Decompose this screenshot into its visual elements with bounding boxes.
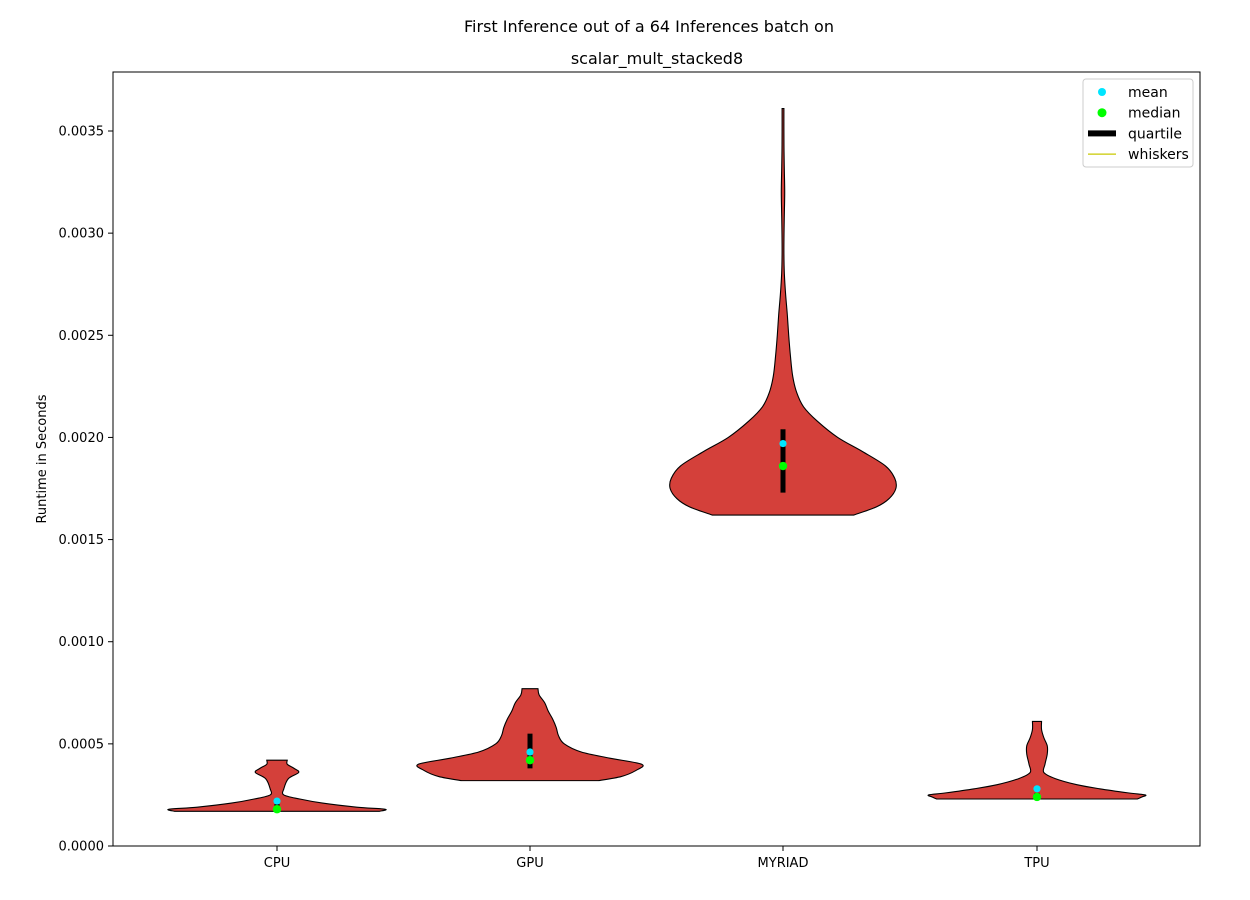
- mean-point-cpu: [273, 797, 281, 805]
- x-tick-label: CPU: [264, 856, 290, 871]
- legend-mean-label: mean: [1128, 85, 1168, 101]
- violin-tpu: [927, 720, 1147, 800]
- y-tick-label: 0.0005: [59, 737, 105, 752]
- median-point-gpu: [525, 756, 535, 765]
- legend-quartile-label: quartile: [1128, 126, 1182, 142]
- x-tick-label: MYRIAD: [758, 856, 809, 871]
- stats-layer: [272, 429, 1042, 814]
- legend-whiskers-label: whiskers: [1128, 147, 1189, 163]
- y-axis-label: Runtime in Seconds: [35, 394, 50, 523]
- violin-cpu: [167, 759, 387, 812]
- median-point-myriad: [778, 461, 788, 471]
- violins-layer: [167, 107, 1147, 812]
- legend: mean median quartile whiskers: [1082, 78, 1194, 168]
- legend-median-swatch: [1097, 108, 1107, 118]
- median-point-tpu: [1032, 792, 1042, 802]
- mean-point-tpu: [1033, 785, 1041, 793]
- legend-mean-swatch: [1098, 88, 1106, 96]
- y-axis: 0.0000 0.0005 0.0010 0.0015 0.0020 0.0025 0.00…: [59, 125, 113, 855]
- violin-myriad: [669, 107, 897, 516]
- y-tick-label: 0.0025: [59, 329, 105, 344]
- chart-title-line1: First Inference out of a 64 Inferences b…: [464, 17, 834, 36]
- legend-quartile-swatch: [1088, 130, 1116, 137]
- y-tick-label: 0.0035: [59, 125, 105, 140]
- mean-point-myriad: [779, 439, 787, 448]
- median-point-cpu: [272, 805, 282, 814]
- y-tick-label: 0.0020: [59, 431, 105, 446]
- y-tick-label: 0.0030: [59, 227, 105, 242]
- plot-frame: [112, 71, 1201, 847]
- mean-point-gpu: [526, 748, 534, 756]
- chart-title-line2: scalar_mult_stacked8: [571, 49, 743, 69]
- y-tick-label: 0.0010: [59, 635, 105, 650]
- y-tick-label: 0.0015: [59, 533, 105, 548]
- x-tick-label: TPU: [1023, 856, 1049, 871]
- y-tick-label: 0.0000: [59, 840, 105, 855]
- legend-box: [1082, 78, 1194, 168]
- x-axis: CPU GPU MYRIAD TPU: [264, 846, 1050, 871]
- legend-median-label: median: [1128, 106, 1180, 122]
- x-tick-label: GPU: [516, 856, 543, 871]
